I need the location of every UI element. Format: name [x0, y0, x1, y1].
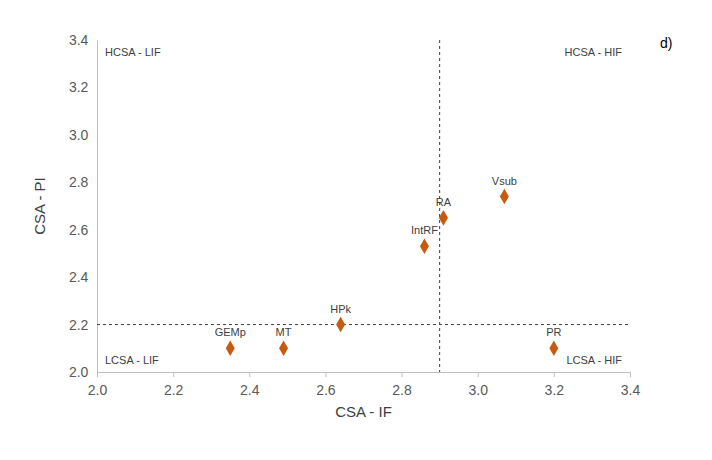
tick-label: 3.2: [545, 382, 565, 398]
tick: 3.4: [69, 32, 97, 48]
point-label: HPk: [330, 303, 351, 315]
chart: 2.0 2.2 2.4 2.6 2.8 3.0 3.2 3.4 2.0 2.2 2.4 2.6 2.8 3…: [0, 0, 712, 460]
panel-label: d): [660, 35, 672, 51]
point: [439, 210, 448, 226]
point: [226, 340, 235, 356]
point: [420, 239, 429, 255]
tick-label: 2.2: [164, 382, 184, 398]
tick: 2.2: [164, 372, 184, 398]
tick-label: 2.2: [69, 317, 89, 333]
point-labels: GEMp MT HPk IntRF RA Vsub PR: [215, 175, 562, 339]
point-label: IntRF: [411, 224, 438, 236]
tick-label: 2.4: [69, 269, 89, 285]
tick-label: 3.2: [69, 79, 89, 95]
tick-label: 2.6: [69, 222, 89, 238]
tick-mark: [554, 372, 555, 377]
tick-mark: [97, 372, 98, 377]
point: [500, 189, 509, 205]
tick: 2.0: [88, 372, 108, 398]
tick: 3.0: [468, 372, 488, 398]
x-axis-title: CSA - IF: [335, 403, 392, 420]
tick: 2.2: [69, 317, 97, 333]
tick-label: 3.4: [69, 32, 89, 48]
x-axis-line: [98, 372, 631, 373]
point: [336, 317, 345, 333]
quadrant-label: HCSA - LIF: [105, 46, 161, 58]
reference-line: [97, 324, 630, 325]
tick-mark: [402, 372, 403, 377]
tick: 3.4: [621, 372, 641, 398]
point: [549, 340, 558, 356]
quadrant-label: HCSA - HIF: [565, 46, 623, 58]
marks: [97, 40, 630, 372]
point-label: GEMp: [215, 326, 246, 338]
point-label: PR: [546, 326, 561, 338]
tick-label: 2.6: [316, 382, 336, 398]
tick-label: 2.0: [69, 364, 89, 380]
tick: 3.2: [69, 79, 97, 95]
tick-mark: [173, 372, 174, 377]
quadrant-label: LCSA - LIF: [105, 354, 159, 366]
x-axis: 2.0 2.2 2.4 2.6 2.8 3.0 3.2 3.4: [88, 372, 641, 398]
tick: 2.0: [69, 364, 97, 380]
tick-label: 2.8: [392, 382, 412, 398]
tick-mark: [630, 372, 631, 377]
point-label: MT: [276, 326, 292, 338]
quadrant-label: LCSA - HIF: [566, 354, 622, 366]
y-axis-title: CSA - PI: [31, 177, 48, 235]
tick: 2.6: [69, 222, 97, 238]
annotations: HCSA - LIF HCSA - HIF LCSA - LIF LCSA - HIF: [105, 46, 622, 366]
tick-label: 3.0: [69, 127, 89, 143]
y-axis: 2.0 2.2 2.4 2.6 2.8 3.0 3.2 3.4: [69, 32, 98, 380]
point-label: RA: [436, 196, 452, 208]
tick: 3.0: [69, 127, 97, 143]
tick-mark: [325, 372, 326, 377]
tick-label: 2.8: [69, 174, 89, 190]
point-label: Vsub: [492, 175, 517, 187]
tick-label: 3.4: [621, 382, 641, 398]
tick-label: 3.0: [468, 382, 488, 398]
tick: 2.4: [240, 372, 260, 398]
tick-label: 2.0: [88, 382, 108, 398]
tick: 2.6: [316, 372, 336, 398]
tick-mark: [249, 372, 250, 377]
tick: 3.2: [545, 372, 565, 398]
tick-label: 2.4: [240, 382, 260, 398]
plot-area: 2.0 2.2 2.4 2.6 2.8 3.0 3.2 3.4 2.0 2.2 2.4 2.6 2.8 3…: [69, 32, 641, 398]
tick: 2.4: [69, 269, 97, 285]
tick: 2.8: [392, 372, 412, 398]
point: [279, 340, 288, 356]
y-axis-line: [97, 41, 98, 373]
tick: 2.8: [69, 174, 97, 190]
tick-mark: [478, 372, 479, 377]
